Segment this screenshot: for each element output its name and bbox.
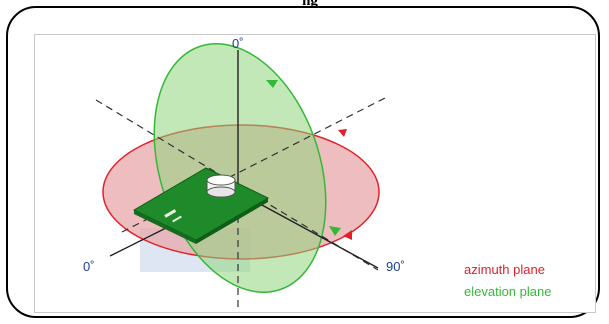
antenna-base (206, 186, 236, 198)
caption-fragment: ng (302, 0, 318, 9)
dashed-axis-diagonal (95, 99, 379, 271)
antenna-top (206, 174, 236, 186)
legend-elevation: elevation plane (464, 284, 552, 299)
pcb-edge-front (134, 210, 196, 244)
azimuth-arrow-lower (343, 230, 352, 240)
board-marking (164, 209, 177, 218)
board-marking (172, 215, 182, 223)
label-left-zero: 0˚ (83, 259, 95, 274)
label-top-zero: 0˚ (232, 36, 244, 51)
elevation-arrow-upper (266, 80, 278, 88)
label-right-ninety: 90˚ (386, 259, 405, 274)
elevation-arrow-lower (329, 226, 341, 236)
azimuth-arrow-upper (338, 129, 347, 137)
pcb-edge-side (196, 198, 268, 244)
legend-azimuth: azimuth plane (464, 262, 545, 277)
